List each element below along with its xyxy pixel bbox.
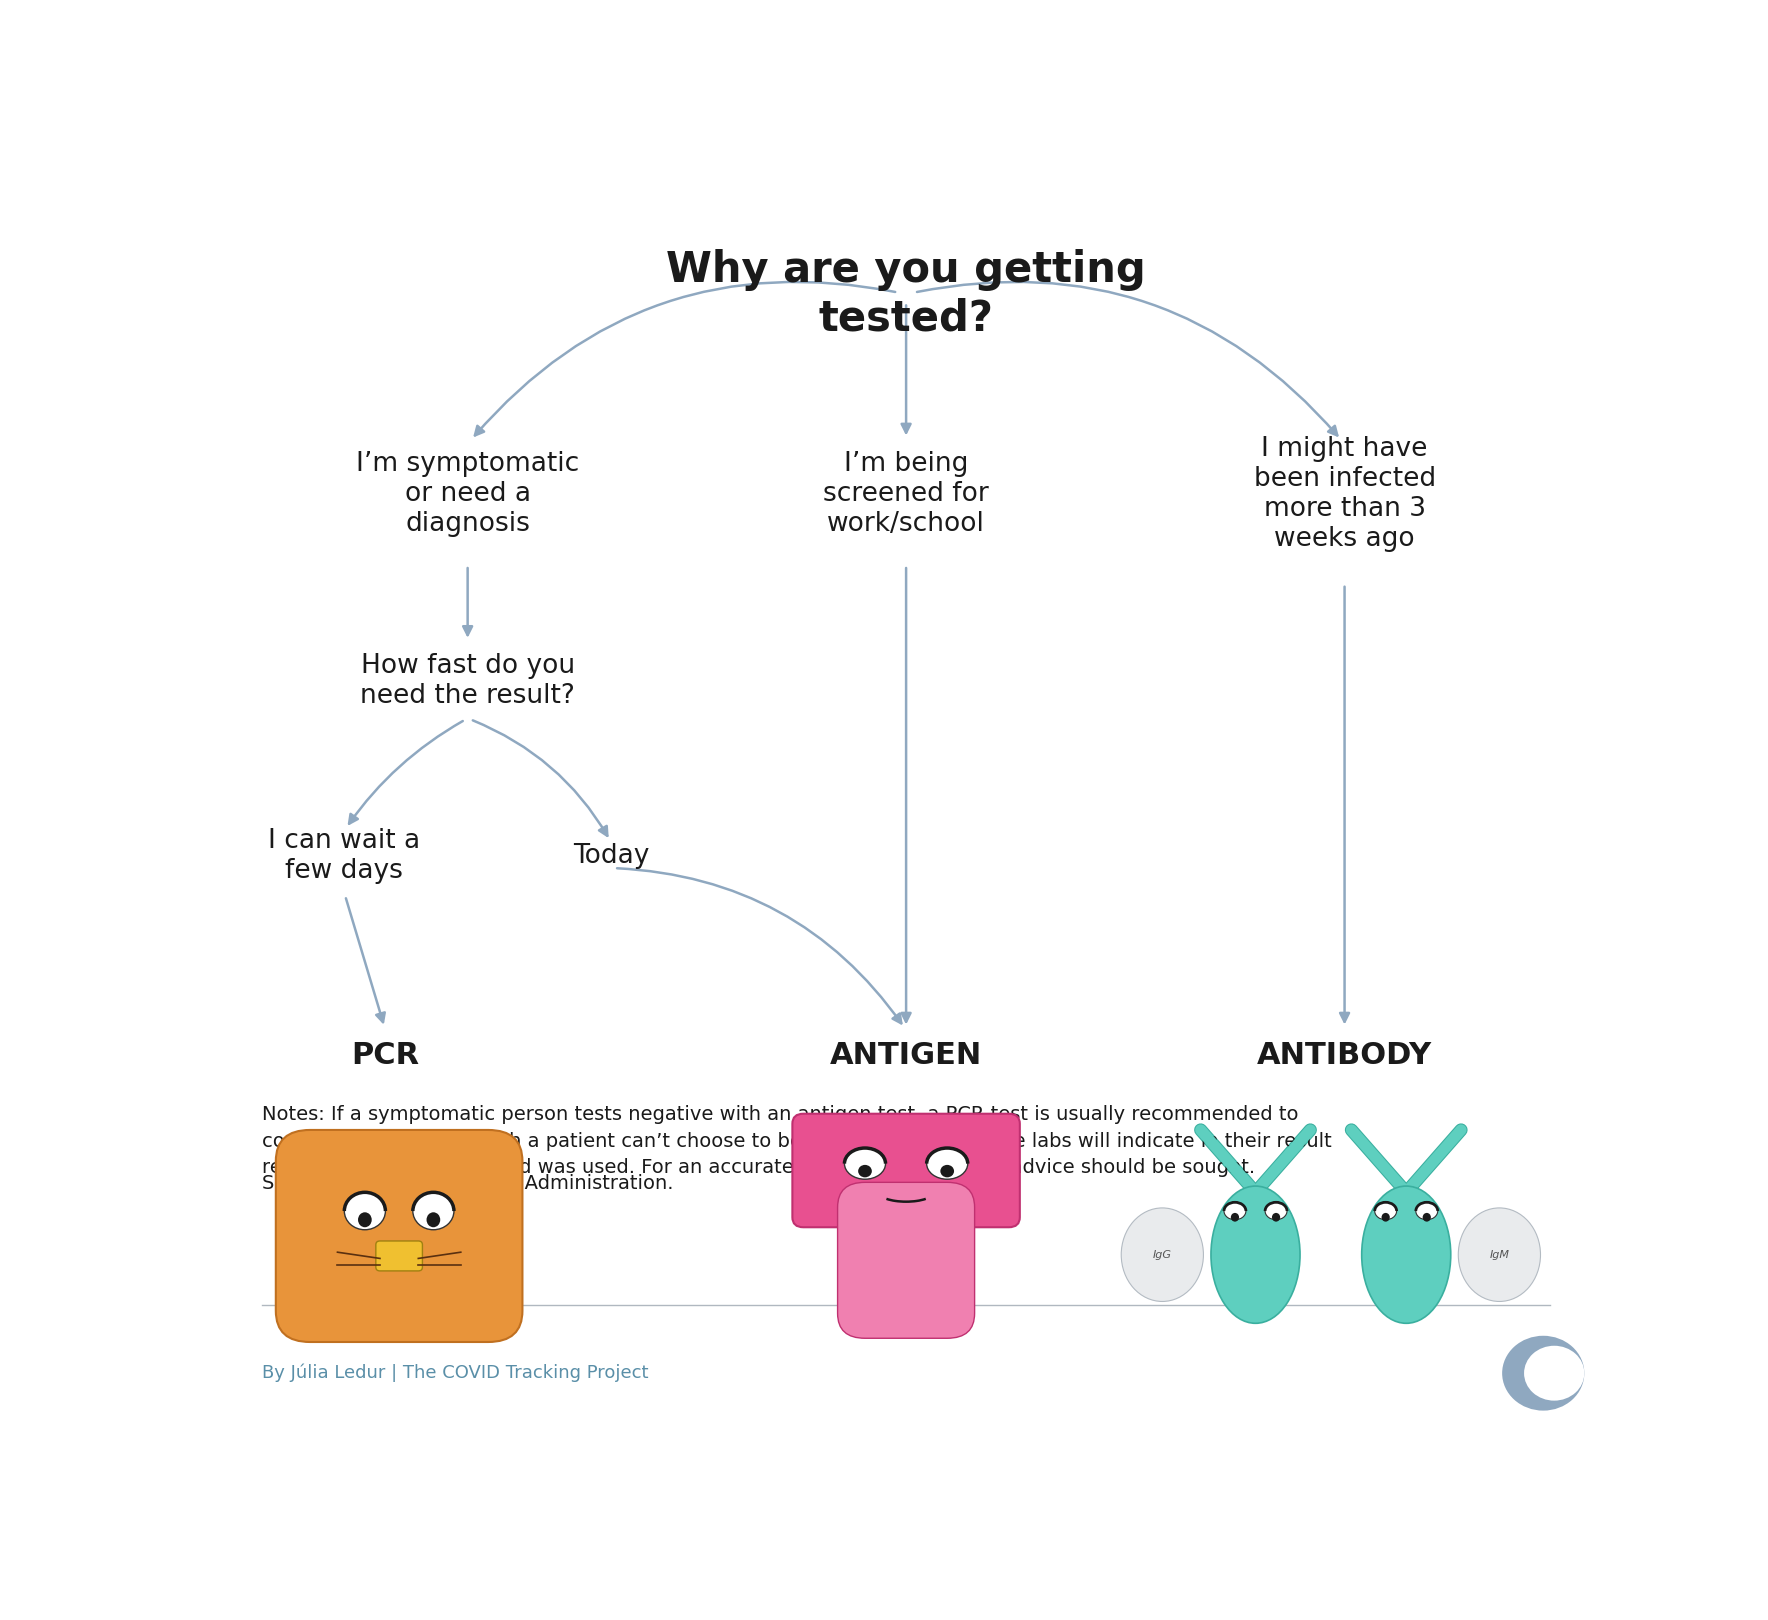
- Ellipse shape: [357, 1212, 371, 1228]
- Ellipse shape: [1121, 1209, 1204, 1301]
- Text: I’m symptomatic
or need a
diagnosis: I’m symptomatic or need a diagnosis: [355, 450, 580, 536]
- Ellipse shape: [1271, 1213, 1280, 1221]
- Text: I’m being
screened for
work/school: I’m being screened for work/school: [824, 450, 988, 536]
- Ellipse shape: [345, 1192, 385, 1230]
- Ellipse shape: [1211, 1186, 1299, 1324]
- FancyBboxPatch shape: [276, 1131, 523, 1341]
- Text: ANTIGEN: ANTIGEN: [829, 1040, 983, 1069]
- Ellipse shape: [1416, 1202, 1437, 1220]
- Circle shape: [1503, 1336, 1584, 1411]
- Text: PCR: PCR: [352, 1040, 419, 1069]
- Ellipse shape: [926, 1149, 967, 1179]
- Ellipse shape: [857, 1165, 872, 1178]
- Ellipse shape: [1361, 1186, 1452, 1324]
- Ellipse shape: [426, 1212, 440, 1228]
- Text: IgG: IgG: [1153, 1249, 1172, 1260]
- Ellipse shape: [414, 1192, 454, 1230]
- Text: I can wait a
few days: I can wait a few days: [269, 828, 421, 883]
- Ellipse shape: [1266, 1202, 1287, 1220]
- Text: Why are you getting
tested?: Why are you getting tested?: [667, 249, 1146, 340]
- Text: I might have
been infected
more than 3
weeks ago: I might have been infected more than 3 w…: [1254, 436, 1436, 552]
- Text: Notes: If a symptomatic person tests negative with an antigen test, a PCR test i: Notes: If a symptomatic person tests neg…: [262, 1105, 1331, 1178]
- FancyBboxPatch shape: [377, 1241, 423, 1272]
- Ellipse shape: [1459, 1209, 1540, 1301]
- Ellipse shape: [1223, 1202, 1246, 1220]
- Circle shape: [1524, 1346, 1584, 1401]
- Ellipse shape: [1376, 1202, 1397, 1220]
- FancyBboxPatch shape: [792, 1113, 1020, 1228]
- Text: How fast do you
need the result?: How fast do you need the result?: [361, 653, 575, 710]
- Ellipse shape: [941, 1165, 955, 1178]
- Text: IgM: IgM: [1489, 1249, 1510, 1260]
- Text: Today: Today: [573, 842, 649, 868]
- Text: By Júlia Ledur | The COVID Tracking Project: By Júlia Ledur | The COVID Tracking Proj…: [262, 1364, 649, 1382]
- FancyBboxPatch shape: [838, 1183, 974, 1338]
- Text: ANTIBODY: ANTIBODY: [1257, 1040, 1432, 1069]
- Ellipse shape: [1231, 1213, 1239, 1221]
- Ellipse shape: [1381, 1213, 1390, 1221]
- Ellipse shape: [845, 1149, 886, 1179]
- Ellipse shape: [1423, 1213, 1430, 1221]
- Text: Source: US Food and Drug Administration.: Source: US Food and Drug Administration.: [262, 1173, 674, 1192]
